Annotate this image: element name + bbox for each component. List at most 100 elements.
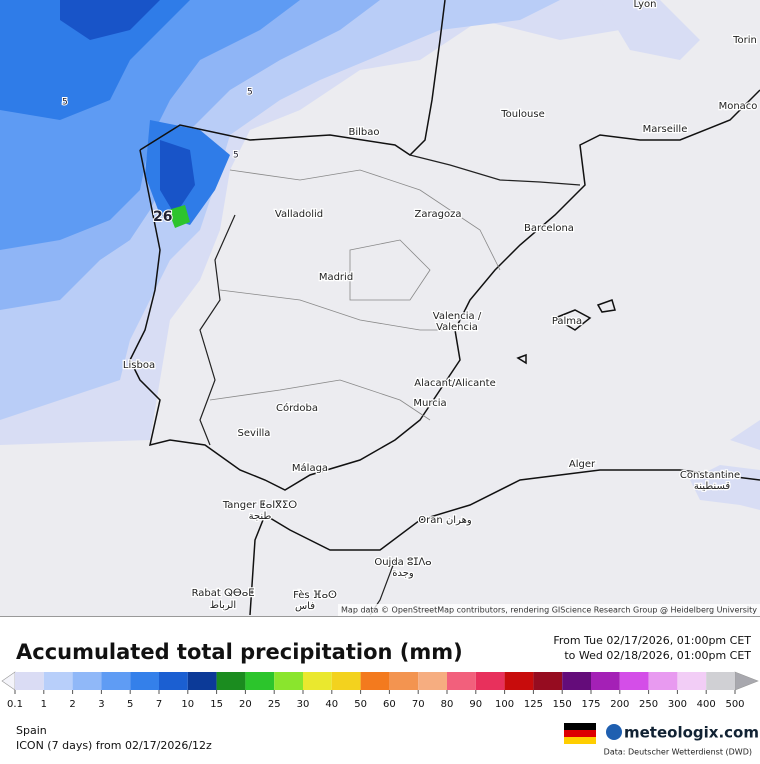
data-source: Data: Deutscher Wetterdienst (DWD) <box>604 748 752 757</box>
city-label: Constantine <box>680 470 740 481</box>
color-bin <box>677 672 707 690</box>
region-lines <box>209 169 501 421</box>
attribution-box <box>338 604 760 616</box>
tick-label: 80 <box>441 699 454 710</box>
city-label: Alger <box>569 459 596 470</box>
color-bin <box>648 672 678 690</box>
city-label: Barcelona <box>524 223 574 234</box>
tick-label: 2 <box>69 699 75 710</box>
city-label: Oran وهران <box>418 515 472 526</box>
tick-label: 5 <box>127 699 133 710</box>
city-labels: Lyon Torin Monaco Toulouse Marseille Bil… <box>122 0 759 613</box>
city-label: Valladolid <box>275 209 323 220</box>
color-bin <box>43 672 73 690</box>
city-label: Málaga <box>292 462 328 474</box>
tick-label: 200 <box>610 699 629 710</box>
color-bin <box>159 672 188 690</box>
tick-label: 60 <box>383 699 396 710</box>
city-label: Lyon <box>633 0 656 10</box>
flag <box>564 723 596 744</box>
tick-label: 400 <box>697 699 716 710</box>
color-bin <box>101 672 131 690</box>
color-bin <box>591 672 620 690</box>
tick-label: 175 <box>581 699 600 710</box>
city-label: Toulouse <box>500 109 544 120</box>
color-bin <box>706 672 735 690</box>
city-label: Bilbao <box>348 127 379 138</box>
city-label: Oujda ⵓⵊⴷⴰ <box>374 557 431 568</box>
tick-label: 40 <box>325 699 338 710</box>
city-label: Tanger ⵟⴰⵏⴳⵉⵔ <box>222 500 297 511</box>
color-bin <box>562 672 591 690</box>
color-bin <box>274 672 303 690</box>
color-bin <box>303 672 332 690</box>
color-bin <box>360 672 390 690</box>
city-label: الرباط <box>210 600 236 611</box>
tick-label: 500 <box>725 699 744 710</box>
region: Spain <box>16 724 47 737</box>
contour-label: 5 <box>62 98 68 108</box>
coastlines <box>129 0 760 616</box>
color-bin <box>504 672 534 690</box>
tick-label: 30 <box>297 699 310 710</box>
model-run: ICON (7 days) from 02/17/2026/12z <box>16 739 212 752</box>
city-label: Madrid <box>319 272 353 283</box>
contour-label: 5 <box>233 151 239 161</box>
tick-label: 25 <box>268 699 281 710</box>
city-label: Marseille <box>643 124 688 135</box>
city-label: فاس <box>295 601 315 612</box>
brand-logo <box>606 724 622 740</box>
contour-labels: 5 5 5 26 <box>61 87 254 227</box>
tick-label: 20 <box>239 699 252 710</box>
color-bin <box>245 672 275 690</box>
tick-label: 300 <box>668 699 687 710</box>
city-label: Valencia <box>436 322 478 333</box>
legend-title: Accumulated total precipitation (mm) <box>16 640 463 664</box>
city-label: Monaco <box>719 101 758 112</box>
tick-label: 90 <box>469 699 482 710</box>
city-label: Alacant/Alicante <box>414 378 495 389</box>
brand: meteologix.com <box>624 724 759 742</box>
precip-20 <box>168 205 190 228</box>
period-to: to Wed 02/18/2026, 01:00pm CET <box>564 649 751 662</box>
under-arrow <box>1 671 16 691</box>
color-bin <box>216 672 246 690</box>
city-label: Valencia / <box>433 311 482 322</box>
color-bin <box>447 672 476 690</box>
color-bin <box>389 672 419 690</box>
color-bin <box>331 672 361 690</box>
tick-label: 3 <box>98 699 104 710</box>
tick-label: 1 <box>41 699 47 710</box>
tick-label: 125 <box>524 699 543 710</box>
tick-label: 15 <box>210 699 223 710</box>
city-label: Fès ⴼⴰⵙ <box>293 589 337 601</box>
tick-label: 0.1 <box>7 699 23 710</box>
colorbar: 0.1 1 2 3 5 7 10 15 20 25 30 40 50 60 70 80 90 100 125 150 1… <box>1 671 759 710</box>
city-label: Torin <box>732 35 757 46</box>
city-label: وجدة <box>392 568 414 579</box>
color-bin <box>475 672 505 690</box>
map: Lyon Torin Monaco Toulouse Marseille Bil… <box>0 0 760 616</box>
city-label: Zaragoza <box>414 209 461 220</box>
over-arrow <box>734 671 759 691</box>
tick-label: 10 <box>181 699 194 710</box>
city-label: Murcia <box>413 398 446 409</box>
city-label: Córdoba <box>276 402 318 414</box>
color-bin <box>15 672 44 690</box>
tick-label: 50 <box>354 699 367 710</box>
city-label: Sevilla <box>238 428 271 439</box>
tick-label: 7 <box>156 699 162 710</box>
color-bin <box>533 672 563 690</box>
period-from: From Tue 02/17/2026, 01:00pm CET <box>553 634 751 647</box>
color-bin <box>130 672 159 690</box>
contour-label: 5 <box>247 88 253 98</box>
city-label: طنجة <box>249 511 272 522</box>
color-bin <box>72 672 102 690</box>
contour-label: 26 <box>153 209 172 225</box>
city-label: Rabat ⵕⴱⴰⵟ <box>192 588 255 599</box>
color-bin <box>619 672 649 690</box>
tick-label: 150 <box>553 699 572 710</box>
color-bin <box>187 672 217 690</box>
city-label: قسنطينة <box>694 481 731 492</box>
